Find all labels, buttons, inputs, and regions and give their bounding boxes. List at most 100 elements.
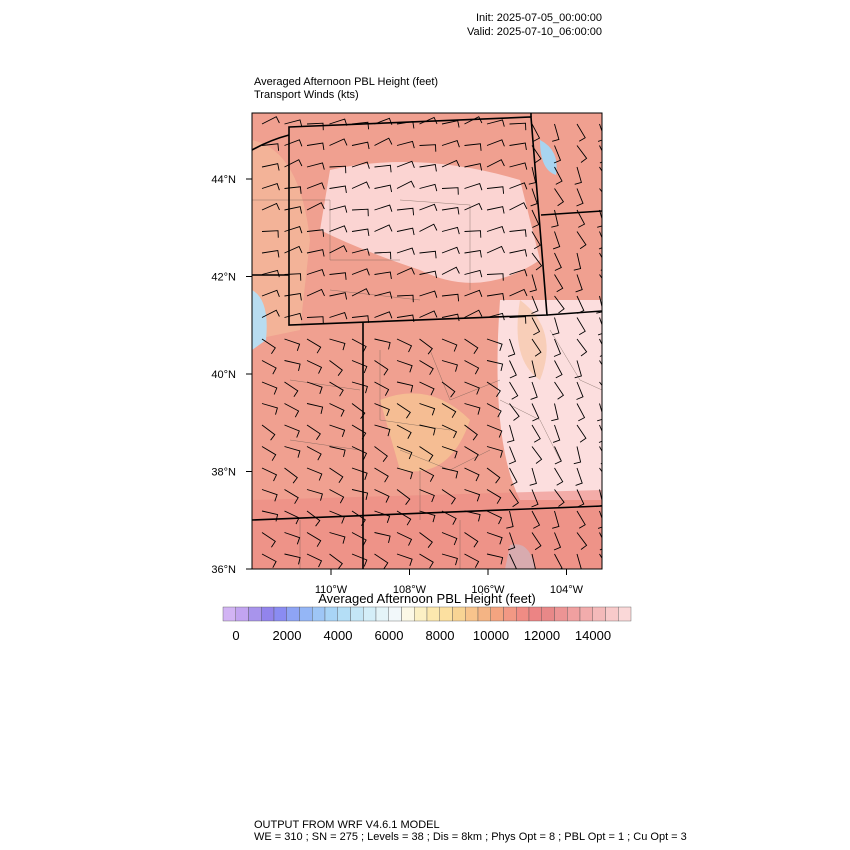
wind-barb — [419, 203, 438, 211]
wind-barb — [419, 446, 434, 462]
colorbar-tick-label: 10000 — [473, 628, 509, 643]
wind-barb — [284, 489, 299, 504]
wind-barb — [464, 360, 480, 375]
wind-barb — [261, 510, 279, 522]
wind-barb — [419, 183, 438, 192]
colorbar-box — [337, 606, 351, 622]
wind-barb — [531, 446, 543, 464]
wind-barb — [441, 338, 458, 352]
wind-barb — [306, 489, 323, 501]
wind-barb — [374, 117, 393, 125]
wind-barb — [597, 403, 602, 422]
wind-barb — [553, 532, 562, 551]
wind-barb — [464, 269, 483, 278]
wind-barb — [486, 360, 504, 372]
wind-barb — [575, 274, 583, 293]
colorbar: 0 2000 4000 6000 8000 10000 12000 14000 — [222, 606, 632, 643]
colorbar-box — [605, 606, 619, 622]
wind-barb — [374, 204, 393, 212]
map-field — [252, 113, 602, 590]
wind-barb — [554, 553, 563, 569]
wind-barb — [375, 576, 389, 590]
wind-barb — [261, 289, 280, 297]
wind-barb — [486, 489, 502, 504]
wind-barb — [329, 424, 346, 437]
wind-barb — [262, 576, 277, 589]
colorbar-box — [426, 606, 440, 622]
wind-barb — [374, 164, 392, 173]
wind-barb — [509, 269, 528, 277]
wind-barb — [419, 116, 438, 125]
wind-barb — [576, 403, 586, 422]
wind-barb — [486, 424, 503, 438]
wind-barb — [552, 231, 561, 250]
wind-barb — [396, 553, 413, 566]
wind-barb — [419, 403, 436, 416]
wind-barb — [509, 489, 520, 508]
wind-barb — [306, 424, 321, 441]
wind-barb — [464, 338, 479, 355]
wind-barb — [597, 209, 602, 228]
wind-barb — [261, 489, 278, 502]
wind-barb — [464, 489, 481, 502]
wind-barb — [509, 467, 518, 486]
wind-barb — [329, 489, 345, 504]
wind-barb — [507, 338, 516, 357]
wind-barb — [419, 424, 436, 436]
wind-barb — [486, 273, 504, 281]
wind-barb — [396, 403, 411, 419]
wind-barb — [351, 403, 366, 419]
wind-barb — [306, 360, 323, 374]
wind-barb — [441, 489, 456, 505]
wind-barb — [576, 553, 582, 569]
wind-barb — [351, 141, 370, 150]
wind-barb — [464, 403, 481, 415]
wind-barb — [374, 381, 390, 396]
wind-barb — [576, 231, 587, 250]
wind-barb — [531, 338, 542, 357]
wind-barb — [554, 188, 565, 207]
wind-barb — [464, 116, 483, 125]
wind-barbs — [261, 116, 602, 590]
wind-barb — [306, 446, 322, 461]
lon-label: 106°W — [471, 584, 505, 596]
wind-barb — [531, 231, 541, 250]
map-title: Averaged Afternoon PBL Height (feet) — [254, 76, 438, 88]
wind-barb — [531, 145, 542, 164]
wind-barb — [509, 202, 528, 211]
wind-barb — [351, 424, 367, 440]
wind-barb — [261, 249, 280, 258]
wind-barb — [464, 163, 483, 171]
wind-barb — [306, 381, 323, 394]
wind-barb — [351, 208, 369, 217]
wind-barb — [576, 123, 586, 142]
wind-barb — [576, 489, 585, 508]
lon-label: 110°W — [315, 584, 348, 596]
wind-barb — [329, 381, 344, 397]
wind-barb — [351, 532, 367, 547]
wind-barb — [441, 424, 458, 439]
wind-barb — [419, 223, 438, 232]
wind-barb — [284, 381, 299, 398]
wind-barb — [554, 381, 565, 400]
colorbar-tick-label: 4000 — [324, 628, 353, 643]
wind-barb — [374, 403, 390, 417]
colorbar-box — [541, 606, 555, 622]
wind-barb — [261, 360, 277, 375]
wind-barb — [597, 123, 602, 142]
wind-barb — [396, 247, 415, 255]
colorbar-box — [273, 606, 287, 622]
wind-barb — [486, 532, 503, 545]
wind-barb — [441, 206, 460, 215]
wind-barb — [531, 532, 542, 551]
wind-barb — [554, 360, 563, 379]
colorbar-box — [388, 606, 402, 622]
wind-barb — [284, 159, 303, 168]
wind-barb — [441, 313, 460, 322]
wind-barb — [261, 143, 280, 151]
wind-barb — [284, 532, 301, 545]
wind-barb — [486, 381, 501, 398]
wind-barb — [396, 140, 415, 149]
wind-barb — [486, 403, 502, 418]
wind-barb — [507, 424, 515, 443]
